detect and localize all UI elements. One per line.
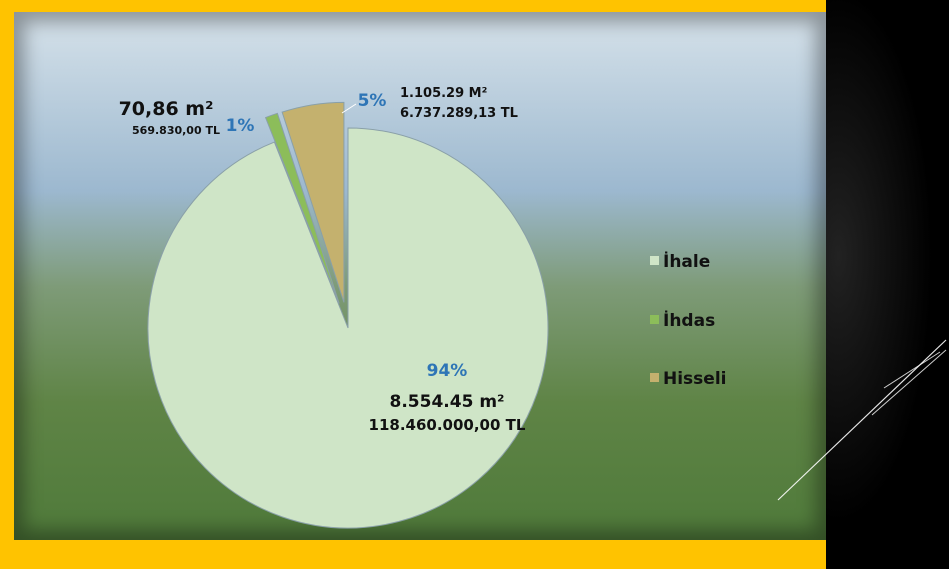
legend: İhale İhdas Hisseli (650, 250, 726, 389)
pie-slice-ihale (147, 127, 549, 529)
ihale-area-label: 8.554.45 m² (390, 392, 505, 412)
legend-label-ihdas: İhdas (663, 309, 715, 331)
decorative-line-2 (871, 349, 947, 416)
dark-side-panel (826, 0, 949, 569)
ihale-amount-label: 118.460.000,00 TL (369, 416, 526, 434)
pie-slice-ihdas (264, 112, 340, 304)
ihale-percent-label: 94% (427, 361, 468, 381)
hisseli-area-label: 1.105.29 M² (400, 86, 487, 101)
legend-label-hisseli: Hisseli (663, 369, 726, 389)
pie-slice-hisseli (281, 101, 345, 303)
legend-swatch-ihale (650, 256, 659, 265)
legend-swatch-hisseli (650, 373, 659, 382)
hisseli-amount-label: 6.737.289,13 TL (400, 106, 518, 121)
ihdas-percent-label: 1% (226, 116, 255, 136)
legend-label-ihale: İhale (663, 250, 710, 272)
hisseli-percent-label: 5% (358, 91, 387, 111)
pie-slices (147, 101, 549, 529)
ihdas-amount-label: 569.830,00 TL (132, 124, 220, 137)
decorative-line-3 (883, 351, 941, 389)
ihdas-area-label: 70,86 m² (119, 98, 214, 120)
legend-swatch-ihdas (650, 315, 659, 324)
hisseli-leader-line (341, 103, 357, 114)
